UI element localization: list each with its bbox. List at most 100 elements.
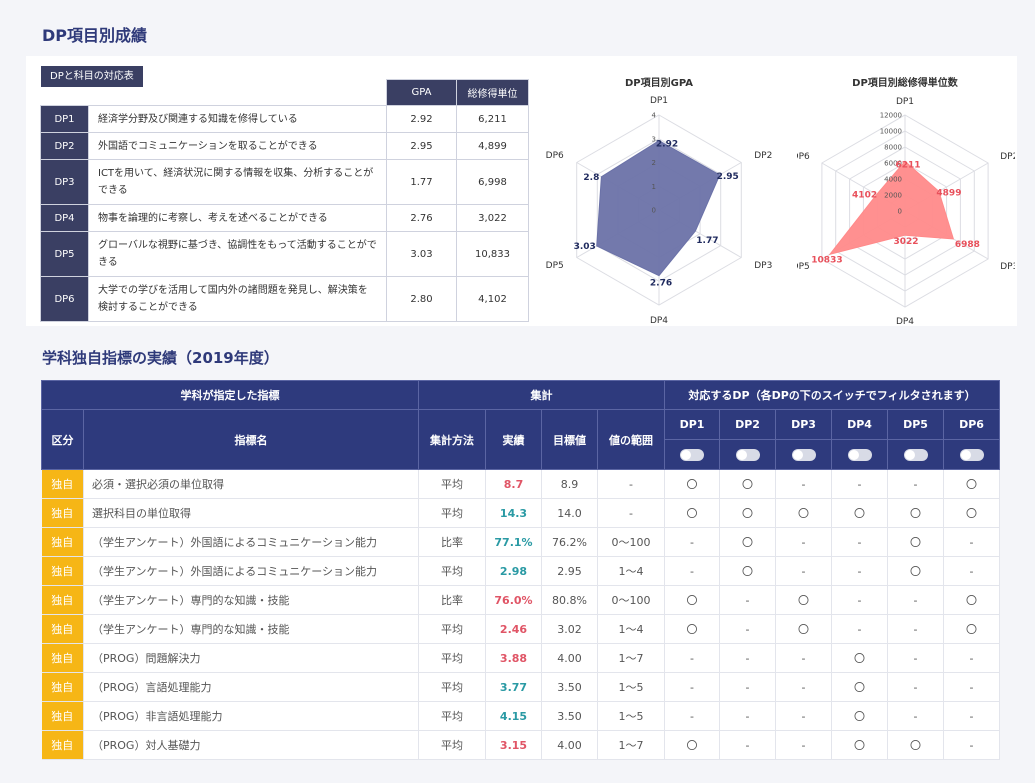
aggregate-method: 平均: [418, 498, 486, 528]
dp1-mark: -: [664, 672, 720, 702]
actual-value: 14.3: [485, 498, 542, 528]
indicator-row: 独自 （学生アンケート）外国語によるコミュニケーション能力 平均 2.98 2.95 1〜…: [41, 556, 1001, 586]
dp1-mark: 〇: [664, 469, 720, 499]
dp2-mark: 〇: [719, 469, 776, 499]
target-value: 2.95: [541, 556, 598, 586]
dp-gpa-value: 3.03: [386, 231, 457, 277]
col-dp4: DP4: [831, 409, 888, 440]
target-value: 3.50: [541, 701, 598, 731]
dp1-filter-toggle[interactable]: [680, 449, 704, 461]
actual-value: 3.77: [485, 672, 542, 702]
indicator-row: 独自 必須・選択必須の単位取得 平均 8.7 8.9- 〇〇 - - - 〇: [41, 469, 1001, 499]
mapping-table-tag[interactable]: DPと科目の対応表: [41, 66, 143, 87]
indicator-name: （学生アンケート）専門的な知識・技能: [83, 585, 419, 615]
actual-value: 76.0%: [485, 585, 542, 615]
dp-mapping-row: DP4 物事を論理的に考察し、考えを述べることができる 2.76 3,022: [40, 204, 529, 232]
dp-units-value: 3,022: [456, 204, 529, 232]
dp4-mark: -: [831, 527, 888, 557]
dp-code: DP2: [40, 132, 89, 160]
dp3-mark: 〇: [775, 585, 832, 615]
radar-value-label: 10833: [811, 255, 842, 265]
group-header-indicator: 学科が指定した指標: [41, 380, 419, 410]
radar-axis-label: DP2: [754, 151, 772, 161]
radar-value-label: 2.95: [717, 172, 739, 182]
dp1-mark: -: [664, 556, 720, 586]
col-dp5: DP5: [887, 409, 944, 440]
indicator-table: 学科が指定した指標 集計 対応するDP（各DPの下のスイッチでフィルタされます）…: [41, 380, 1001, 760]
dp3-mark: -: [775, 643, 832, 673]
actual-value: 3.15: [485, 730, 542, 760]
radar-axis-label: DP6: [546, 151, 564, 161]
actual-value: 4.15: [485, 701, 542, 731]
radar-tick-label: 12000: [880, 112, 902, 120]
radar-value-label: 3022: [893, 237, 918, 247]
dp3-mark: -: [775, 672, 832, 702]
dp-gpa-value: 1.77: [386, 159, 457, 205]
dp1-mark: 〇: [664, 585, 720, 615]
dp6-mark: 〇: [943, 498, 1001, 528]
dp-gpa-value: 2.95: [386, 132, 457, 160]
dp6-filter-toggle[interactable]: [959, 449, 984, 461]
dp6-mark: -: [943, 672, 1001, 702]
dp-gpa-value: 2.92: [386, 105, 457, 133]
dp4-filter-toggle[interactable]: [847, 449, 872, 461]
value-range: -: [597, 498, 665, 528]
radar-axis-label: DP1: [650, 96, 668, 106]
dp4-mark: -: [831, 614, 888, 644]
radar-tick-label: 4: [652, 112, 657, 120]
dp2-mark: 〇: [719, 527, 776, 557]
value-range: 1〜4: [597, 556, 665, 586]
dp5-mark: 〇: [887, 498, 944, 528]
dp-mapping-table: GPA 総修得単位 DP1 経済学分野及び関連する知識を修得している 2.92 6,2…: [40, 79, 529, 322]
radar-tick-label: 3: [652, 135, 656, 143]
dp4-mark: 〇: [831, 672, 888, 702]
dp6-mark: -: [943, 701, 1001, 731]
value-range: -: [597, 469, 665, 499]
dp2-filter-toggle[interactable]: [735, 449, 760, 461]
radar-axis-label: DP2: [1000, 152, 1015, 162]
dp1-mark: -: [664, 527, 720, 557]
value-range: 0〜100: [597, 585, 665, 615]
dp3-mark: -: [775, 730, 832, 760]
col-units-header: 総修得単位: [456, 79, 529, 106]
dp-description: 経済学分野及び関連する知識を修得している: [88, 105, 387, 133]
target-value: 4.00: [541, 643, 598, 673]
radar-axis-label: DP4: [896, 317, 914, 327]
dp-code: DP5: [40, 231, 89, 277]
radar-tick-label: 0: [898, 208, 902, 216]
group-header-dp: 対応するDP（各DPの下のスイッチでフィルタされます）: [663, 380, 1001, 410]
indicator-row: 独自 （PROG）言語処理能力 平均 3.77 3.50 1〜5- - - 〇 - -: [41, 672, 1001, 702]
col-range: 値の範囲: [597, 409, 665, 470]
radar-axis-label: DP6: [797, 152, 810, 162]
dp-mapping-row: DP2 外国語でコミュニケーションを取ることができる 2.95 4,899: [40, 132, 529, 160]
dp3-mark: -: [775, 701, 832, 731]
indicator-name: （PROG）非言語処理能力: [83, 701, 419, 731]
radar-value-label: 4899: [936, 188, 961, 198]
dp3-filter-toggle[interactable]: [791, 449, 816, 461]
dp4-mark: -: [831, 585, 888, 615]
aggregate-method: 平均: [418, 614, 486, 644]
actual-value: 8.7: [485, 469, 542, 499]
dp-units-value: 4,102: [456, 276, 529, 322]
radar-axis-label: DP3: [1000, 262, 1015, 272]
radar-tick-label: 2: [652, 159, 656, 167]
dp6-mark: 〇: [943, 469, 1001, 499]
col-dp1: DP1: [664, 409, 720, 440]
dp5-mark: 〇: [887, 730, 944, 760]
dp2-mark: -: [719, 730, 776, 760]
dp5-mark: -: [887, 701, 944, 731]
dp-description: 大学での学びを活用して国内外の諸問題を発見し、解決策を検討することができる: [88, 276, 387, 322]
value-range: 1〜7: [597, 730, 665, 760]
col-name: 指標名: [83, 409, 419, 470]
aggregate-method: 比率: [418, 585, 486, 615]
dp6-mark: -: [943, 556, 1001, 586]
dp-description: ICTを用いて、経済状況に関する情報を収集、分析することができる: [88, 159, 387, 205]
dp5-mark: -: [887, 643, 944, 673]
dp5-filter-toggle[interactable]: [903, 449, 928, 461]
actual-value: 77.1%: [485, 527, 542, 557]
dp6-mark: -: [943, 643, 1001, 673]
target-value: 3.50: [541, 672, 598, 702]
indicator-name: （PROG）対人基礎力: [83, 730, 419, 760]
dp-code: DP1: [40, 105, 89, 133]
gpa-radar-chart: DP項目別GPA 0 1 2 3 4 DP1 DP2 DP3 DP4 DP5 DP6 2.92 2.95 1…: [546, 76, 773, 326]
